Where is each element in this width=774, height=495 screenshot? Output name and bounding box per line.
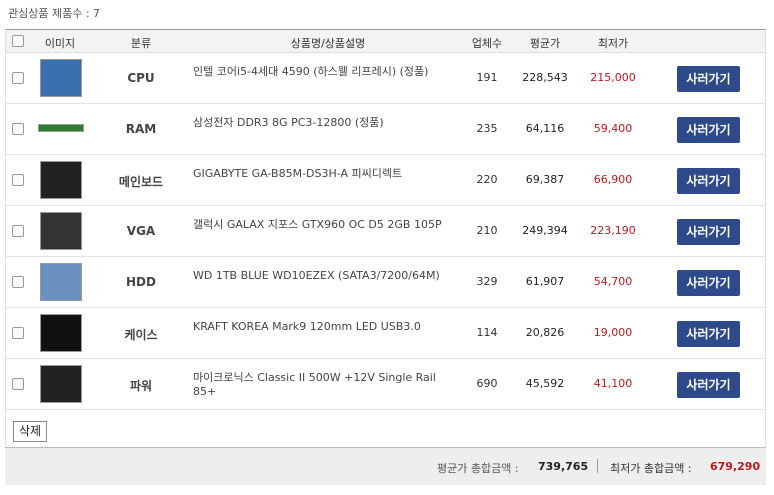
column-header: 분류	[130, 37, 152, 50]
min-total: 679,290	[710, 460, 761, 473]
seller-count: 329	[476, 275, 498, 288]
column-header: 평균가	[529, 37, 561, 50]
product-image	[40, 59, 82, 97]
average-price: 228,543	[522, 71, 568, 84]
checkbox[interactable]	[12, 174, 24, 186]
checkbox[interactable]	[12, 225, 24, 237]
category: CPU	[127, 71, 155, 85]
seller-count: 235	[476, 122, 498, 135]
delete-button[interactable]: 삭제	[13, 421, 47, 442]
buy-button[interactable]: 사러가기	[677, 66, 740, 92]
product-name[interactable]: WD 1TB BLUE WD10EZEX (SATA3/7200/64M)	[193, 269, 440, 282]
category: RAM	[125, 122, 157, 136]
category: 케이스	[124, 328, 158, 342]
checkbox[interactable]	[12, 72, 24, 84]
row	[6, 53, 765, 104]
lowest-price: 41,100	[593, 377, 633, 390]
row	[6, 104, 765, 155]
row	[6, 206, 765, 257]
lowest-price: 215,000	[590, 71, 636, 84]
product-name[interactable]: KRAFT KOREA Mark9 120mm LED USB3.0	[193, 320, 421, 333]
lowest-price: 223,190	[590, 224, 636, 237]
category: 메인보드	[118, 175, 164, 189]
buy-button[interactable]: 사러가기	[677, 117, 740, 143]
column-header: 이미지	[44, 37, 76, 50]
buy-button[interactable]: 사러가기	[677, 270, 740, 296]
checkbox[interactable]	[12, 378, 24, 390]
row	[6, 359, 765, 410]
lowest-price: 66,900	[593, 173, 633, 186]
product-image	[40, 161, 82, 199]
product-name[interactable]: 마이크로닉스 Classic II 500W +12V Single Rail …	[193, 371, 436, 398]
checkbox[interactable]	[12, 276, 24, 288]
checkbox[interactable]	[12, 123, 24, 135]
category: HDD	[126, 275, 156, 289]
category: 파워	[129, 379, 153, 393]
column-header: 최저가	[597, 37, 629, 50]
column-header: 상품명/상품설명	[290, 37, 366, 50]
average-price: 249,394	[522, 224, 568, 237]
product-image	[38, 124, 84, 132]
product-image	[40, 212, 82, 250]
checkbox[interactable]	[12, 327, 24, 339]
product-name[interactable]: 갤럭시 GALAX 지포스 GTX960 OC D5 2GB 105P	[193, 218, 442, 231]
seller-count: 114	[476, 326, 498, 339]
seller-count: 191	[476, 71, 498, 84]
avg-total-label: 평균가 총합금액 :	[437, 462, 519, 475]
buy-button[interactable]: 사러가기	[677, 219, 740, 245]
lowest-price: 19,000	[593, 326, 633, 339]
average-price: 69,387	[525, 173, 565, 186]
header-row	[6, 30, 765, 53]
row	[6, 155, 765, 206]
min-total-label: 최저가 총합금액 :	[610, 462, 692, 475]
checkbox-all[interactable]	[12, 35, 24, 47]
product-name[interactable]: 인텔 코어i5-4세대 4590 (하스웰 리프레시) (정품)	[193, 65, 429, 78]
column-header: 업체수	[471, 37, 503, 50]
row	[6, 308, 765, 359]
separator	[597, 459, 598, 473]
lowest-price: 54,700	[593, 275, 633, 288]
product-image	[40, 365, 82, 403]
seller-count: 210	[476, 224, 498, 237]
average-price: 20,826	[525, 326, 565, 339]
average-price: 64,116	[525, 122, 565, 135]
avg-total: 739,765	[538, 460, 589, 473]
seller-count: 690	[476, 377, 498, 390]
buy-button[interactable]: 사러가기	[677, 168, 740, 194]
buy-button[interactable]: 사러가기	[677, 321, 740, 347]
product-count: 관심상품 제품수 : 7	[8, 7, 101, 20]
product-name[interactable]: GIGABYTE GA-B85M-DS3H-A 피씨디렉트	[193, 167, 403, 180]
product-image	[40, 314, 82, 352]
table-frame	[5, 29, 766, 445]
lowest-price: 59,400	[593, 122, 633, 135]
buy-button[interactable]: 사러가기	[677, 372, 740, 398]
footer-bar	[5, 447, 766, 485]
product-image	[40, 263, 82, 301]
average-price: 61,907	[525, 275, 565, 288]
category: VGA	[126, 224, 156, 238]
average-price: 45,592	[525, 377, 565, 390]
seller-count: 220	[476, 173, 498, 186]
product-name[interactable]: 삼성전자 DDR3 8G PC3-12800 (정품)	[193, 116, 384, 129]
row	[6, 257, 765, 308]
